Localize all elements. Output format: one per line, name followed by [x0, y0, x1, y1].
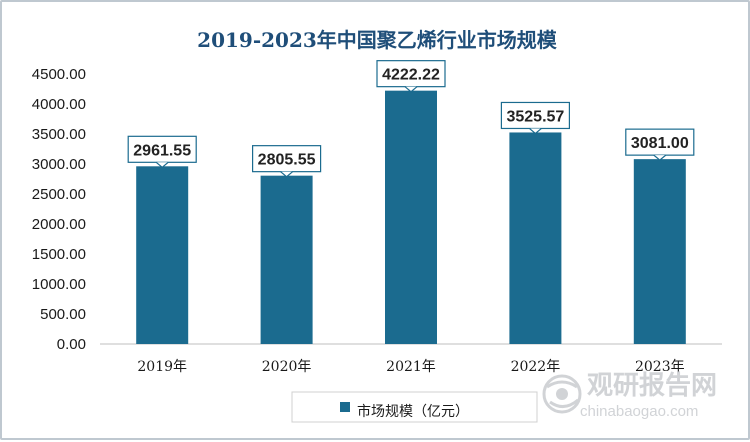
bar	[260, 175, 313, 344]
data-label: 2805.55	[258, 152, 316, 169]
legend-box	[291, 391, 538, 423]
globe-logo-icon	[542, 374, 582, 414]
legend-label: 市场规模（亿元）	[357, 403, 469, 420]
y-tick-label: 0.00	[57, 336, 86, 353]
bar	[136, 166, 189, 344]
bar	[633, 159, 686, 344]
x-tick-label: 2022年	[511, 359, 561, 375]
watermark: 观研报告网 chinabaogao.com	[542, 370, 717, 420]
axis-layer: 0.00 500.00 1000.00 1500.00 2000.00 2500.00 30…	[32, 66, 722, 375]
data-label: 4222.22	[382, 67, 440, 84]
x-tick-label: 2019年	[137, 359, 187, 375]
data-label-pointer	[529, 128, 542, 135]
y-tick-label: 1500.00	[32, 246, 86, 263]
data-label: 3525.57	[506, 108, 564, 125]
y-tick-label: 3500.00	[32, 126, 86, 143]
y-tick-label: 2500.00	[32, 186, 86, 203]
data-label: 3081.00	[631, 135, 689, 152]
bar	[509, 132, 562, 344]
x-tick-label: 2020年	[262, 359, 312, 375]
data-label-pointer	[653, 154, 667, 161]
data-label-box	[127, 135, 197, 163]
legend-swatch	[340, 402, 350, 412]
y-tick-label: 500.00	[40, 306, 86, 323]
x-tick-label: 2023年	[635, 359, 685, 375]
data-label-layer: 2961.55 2805.55 4222.22 3525.57 3081.00	[127, 60, 695, 178]
y-tick-label: 4000.00	[32, 96, 86, 113]
chart-title: 2019-2023年中国聚乙烯行业市场规模	[197, 28, 558, 52]
data-label-pointer	[404, 86, 418, 93]
watermark-brand: 观研报告网	[587, 370, 717, 401]
y-tick-label: 2000.00	[32, 216, 86, 233]
bar	[385, 90, 437, 344]
data-label-pointer	[155, 161, 169, 169]
legend: 市场规模（亿元）	[291, 391, 538, 423]
y-tick-label: 3000.00	[32, 156, 86, 173]
data-label-box	[252, 145, 322, 173]
data-label: 2961.55	[133, 142, 191, 159]
y-tick-label: 1000.00	[32, 276, 86, 293]
bar-layer	[136, 90, 686, 344]
x-tick-label: 2021年	[386, 359, 436, 375]
watermark-url: chinabaogao.com	[580, 403, 698, 420]
data-label-box	[500, 101, 570, 130]
data-label-pointer	[280, 171, 293, 178]
y-tick-label: 4500.00	[32, 66, 86, 83]
